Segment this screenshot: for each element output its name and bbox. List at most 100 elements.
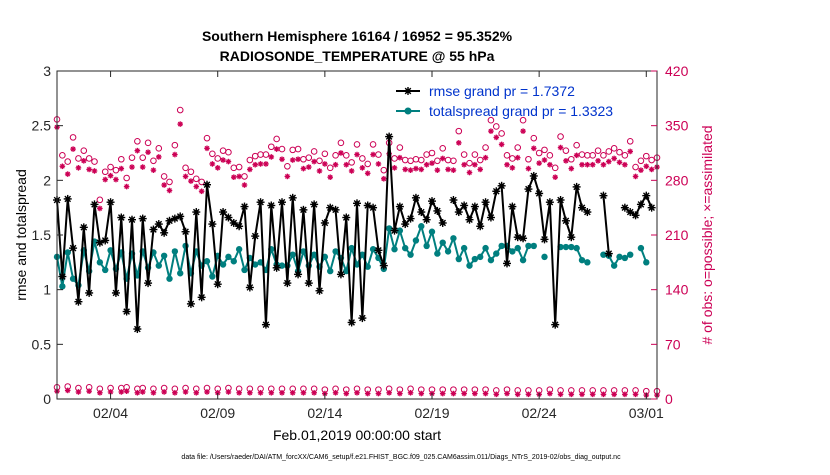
- obs-assimilated-marker: [547, 390, 553, 397]
- obs-assimilated-marker: [182, 173, 189, 180]
- obs-assimilated-marker: [600, 161, 607, 168]
- obs-assimilated-marker: [547, 161, 553, 168]
- obs-assimilated-marker: [59, 163, 66, 170]
- rmse-point: [288, 193, 297, 202]
- rmse-point: [385, 132, 394, 141]
- obs-assimilated-marker: [397, 154, 403, 161]
- rmse-point: [476, 222, 485, 231]
- obs-possible-marker: [616, 148, 623, 156]
- obs-assimilated-marker: [380, 175, 387, 182]
- rmse-point: [647, 203, 656, 212]
- rmse-point: [294, 270, 303, 279]
- obs-assimilated-marker: [118, 165, 125, 172]
- y-tick-label: 2.5: [32, 118, 52, 134]
- totalspread-point: [610, 262, 618, 269]
- rmse-point: [411, 193, 420, 202]
- obs-assimilated-marker: [343, 161, 350, 168]
- obs-possible-marker: [509, 155, 516, 162]
- obs-assimilated-marker: [193, 389, 200, 396]
- totalspread-point: [498, 242, 505, 250]
- obs-possible-marker: [337, 139, 345, 147]
- rmse-point: [422, 215, 431, 224]
- obs-assimilated-marker: [97, 205, 103, 212]
- obs-assimilated-marker: [332, 161, 339, 168]
- obs-possible-marker: [476, 156, 484, 164]
- data-file-footnote: data file: /Users/raeder/DAI/ATM_forcXX/…: [181, 454, 621, 461]
- obs-assimilated-marker: [579, 161, 585, 168]
- obs-possible-marker: [134, 137, 141, 145]
- obs-possible-marker: [610, 145, 618, 152]
- obs-possible-marker: [498, 130, 505, 137]
- obs-assimilated-marker: [488, 128, 494, 134]
- obs-possible-marker: [150, 157, 157, 165]
- obs-possible-marker: [482, 144, 489, 151]
- rmse-point: [213, 280, 222, 289]
- obs-assimilated-marker: [648, 166, 655, 173]
- obs-assimilated-marker: [204, 389, 210, 395]
- rmse-point: [176, 212, 185, 221]
- rmse-point: [256, 198, 265, 207]
- rmse-point: [561, 216, 570, 225]
- obs-possible-marker: [573, 141, 580, 149]
- rmse-point: [551, 320, 560, 329]
- x-tick-label: 03/01: [629, 405, 664, 421]
- obs-assimilated-marker: [364, 390, 371, 397]
- rmse-point: [642, 191, 651, 200]
- rmse-point: [347, 318, 356, 327]
- totalspread-point: [300, 248, 307, 255]
- totalspread-point: [343, 267, 350, 275]
- rmse-point: [304, 279, 313, 288]
- obs-assimilated-marker: [472, 161, 478, 168]
- totalspread-point: [402, 244, 409, 252]
- obs-assimilated-marker: [455, 140, 462, 146]
- totalspread-point: [584, 259, 591, 266]
- legend: rmse grand pr = 1.7372 totalspread grand…: [396, 83, 613, 119]
- obs-possible-marker: [80, 147, 88, 154]
- y-tick-label: 1.5: [32, 227, 52, 243]
- rmse-point: [572, 182, 581, 191]
- totalspread-point: [637, 244, 645, 252]
- obs-possible-marker: [112, 166, 120, 174]
- obs-possible-marker: [541, 146, 548, 154]
- totalspread-point: [450, 235, 457, 242]
- obs-assimilated-marker: [413, 165, 419, 172]
- obs-assimilated-marker: [557, 144, 564, 151]
- obs-assimilated-marker: [375, 390, 382, 397]
- y2-tick-label: 210: [665, 227, 689, 243]
- legend-rmse-label: rmse grand pr = 1.7372: [429, 83, 575, 99]
- obs-assimilated-marker: [552, 174, 559, 181]
- obs-assimilated-marker: [434, 167, 441, 173]
- obs-assimilated-marker: [375, 161, 382, 167]
- obs-assimilated-marker: [541, 157, 548, 163]
- rmse-point: [74, 297, 83, 306]
- rmse-point: [149, 225, 158, 234]
- rmse-point: [90, 200, 99, 209]
- obs-possible-marker: [192, 175, 200, 183]
- y-tick-label: 2: [43, 172, 51, 188]
- obs-assimilated-marker: [220, 157, 226, 163]
- obs-possible-marker: [535, 149, 543, 157]
- obs-assimilated-marker: [107, 172, 114, 179]
- rmse-point: [620, 203, 629, 212]
- legend-rmse-marker: [404, 87, 412, 95]
- y-tick-label: 0: [43, 391, 51, 407]
- rmse-point: [503, 259, 511, 268]
- obs-assimilated-marker: [504, 390, 510, 397]
- totalspread-point: [643, 259, 650, 266]
- obs-assimilated-marker: [622, 391, 628, 398]
- obs-assimilated-marker: [472, 390, 478, 397]
- obs-possible-marker: [166, 178, 173, 186]
- chart-title-line-2: RADIOSONDE_TEMPERATURE @ 55 hPa: [220, 48, 495, 64]
- obs-possible-marker: [642, 152, 650, 160]
- obs-possible-marker: [364, 160, 372, 168]
- totalspread-point: [235, 246, 243, 253]
- rmse-point: [524, 185, 533, 194]
- obs-assimilated-marker: [418, 166, 425, 173]
- obs-assimilated-marker: [402, 166, 409, 173]
- obs-possible-marker: [626, 137, 634, 145]
- obs-assimilated-marker: [86, 388, 92, 394]
- rmse-point: [395, 202, 404, 211]
- obs-possible-marker: [594, 147, 602, 154]
- obs-assimilated-marker: [86, 166, 92, 173]
